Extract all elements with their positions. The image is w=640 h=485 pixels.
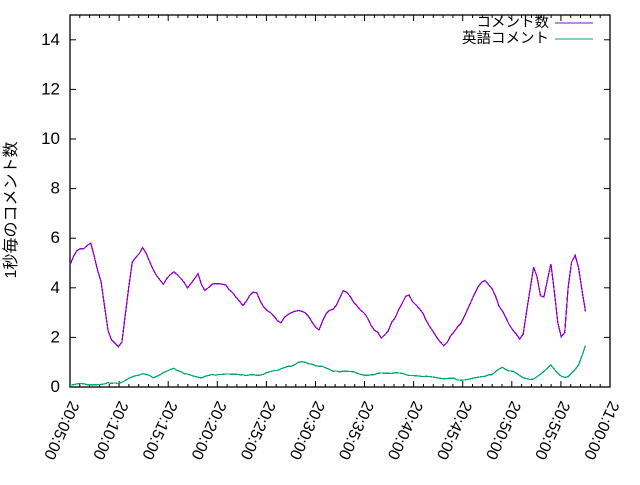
svg-text:12: 12	[41, 79, 60, 98]
svg-text:1秒毎のコメント数: 1秒毎のコメント数	[2, 142, 20, 279]
svg-text:4: 4	[51, 278, 60, 297]
svg-text:英語コメント: 英語コメント	[462, 29, 549, 47]
svg-text:2: 2	[51, 327, 60, 346]
svg-text:10: 10	[41, 129, 60, 148]
svg-text:8: 8	[51, 179, 60, 198]
svg-text:コメント数: コメント数	[477, 14, 550, 31]
svg-text:6: 6	[51, 228, 60, 247]
svg-text:14: 14	[41, 30, 60, 49]
svg-text:0: 0	[51, 377, 60, 396]
